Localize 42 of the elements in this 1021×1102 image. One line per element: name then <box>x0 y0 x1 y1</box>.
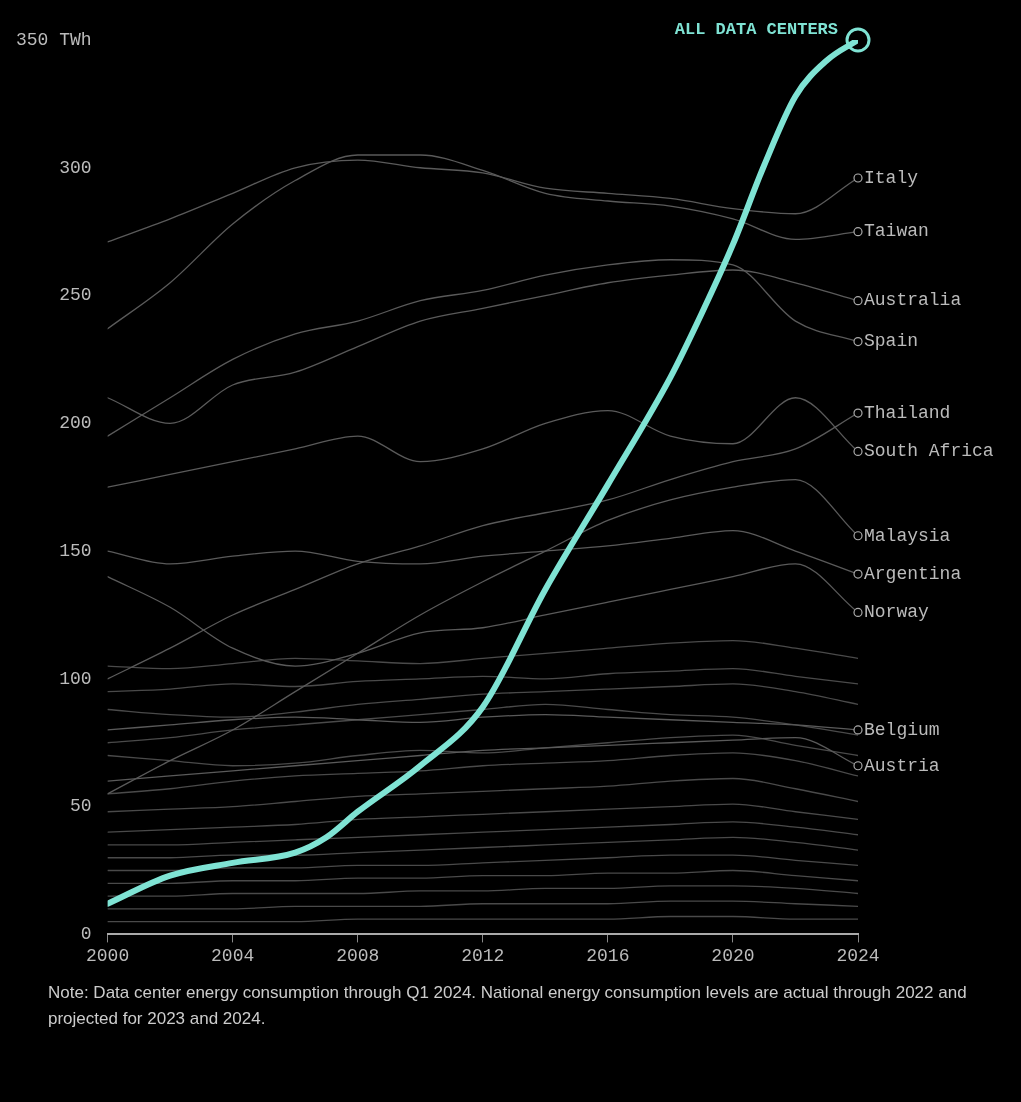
line-series <box>107 885 858 897</box>
line-series <box>107 869 858 884</box>
y-tick-label: 350 TWh <box>15 29 92 50</box>
series-label: ALL DATA CENTERS <box>674 20 838 40</box>
x-tick-label: 2020 <box>711 945 755 966</box>
x-tick-label: 2004 <box>211 945 255 966</box>
series-label: Australia <box>864 290 962 311</box>
y-tick-label: 300 <box>59 157 92 178</box>
series-label: Malaysia <box>864 525 951 546</box>
x-tick-label: 2000 <box>86 945 130 966</box>
series-label: Italy <box>864 167 919 188</box>
series-label: Argentina <box>864 563 962 584</box>
text: Note: Data center energy consumption through Q1 2024. National energy consumption levels are actual through 2022 and projected for 2023 and 2024. <box>48 982 968 1030</box>
line-series <box>107 639 858 670</box>
y-tick-label: 250 <box>59 285 92 306</box>
line-series <box>107 734 858 767</box>
x-tick-label: 2016 <box>586 945 630 966</box>
line-series <box>107 667 858 693</box>
x-tick-label: 2024 <box>836 945 880 966</box>
y-tick-label: 100 <box>59 668 92 689</box>
series-label: Spain <box>864 331 919 352</box>
y-tick-label: 150 <box>59 540 92 561</box>
series-label: Belgium <box>864 719 940 740</box>
y-tick-label: 50 <box>70 796 92 817</box>
series-label: Thailand <box>864 402 951 423</box>
series-label: South Africa <box>864 441 994 462</box>
series-label: Norway <box>864 602 930 623</box>
x-tick-label: 2012 <box>461 945 505 966</box>
series-label: Austria <box>864 755 940 776</box>
series-label: Taiwan <box>864 221 929 242</box>
line-series <box>107 803 858 833</box>
y-tick-label: 0 <box>80 924 92 945</box>
line-series <box>107 683 858 718</box>
y-tick-label: 200 <box>59 413 92 434</box>
line-series <box>107 854 858 872</box>
line-series <box>107 752 858 795</box>
point <box>845 27 871 53</box>
x-tick-label: 2008 <box>336 945 380 966</box>
line-series <box>107 777 858 813</box>
line-series <box>107 821 858 846</box>
line-series <box>107 836 858 859</box>
line-series <box>107 900 858 910</box>
